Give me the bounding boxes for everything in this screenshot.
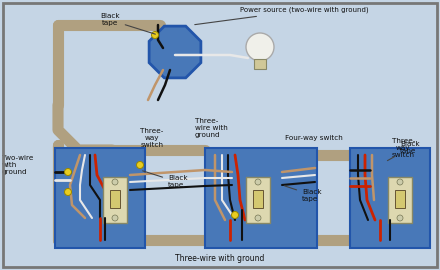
Bar bbox=[388, 177, 412, 223]
Bar bbox=[350, 148, 430, 248]
Circle shape bbox=[255, 215, 261, 221]
Circle shape bbox=[151, 32, 158, 39]
Circle shape bbox=[65, 188, 72, 195]
Bar bbox=[55, 148, 145, 248]
Text: Three-wire with ground: Three-wire with ground bbox=[175, 254, 265, 263]
Text: Black
tape: Black tape bbox=[143, 171, 187, 188]
Text: Black
tape: Black tape bbox=[100, 14, 155, 34]
Circle shape bbox=[112, 179, 118, 185]
Circle shape bbox=[255, 179, 261, 185]
Circle shape bbox=[231, 211, 238, 218]
Text: Power source (two-wire with ground): Power source (two-wire with ground) bbox=[195, 7, 369, 25]
Circle shape bbox=[397, 179, 403, 185]
Bar bbox=[253, 190, 263, 208]
Polygon shape bbox=[149, 26, 201, 78]
Text: Four-way switch: Four-way switch bbox=[285, 135, 343, 141]
Bar bbox=[103, 177, 127, 223]
Circle shape bbox=[65, 168, 72, 176]
Circle shape bbox=[136, 161, 143, 168]
Circle shape bbox=[112, 215, 118, 221]
Text: Black
tape: Black tape bbox=[387, 141, 420, 161]
Circle shape bbox=[397, 215, 403, 221]
Text: Black
tape: Black tape bbox=[285, 186, 322, 201]
Text: Three-
way
switch: Three- way switch bbox=[392, 138, 415, 158]
Bar bbox=[205, 148, 317, 248]
Text: Three-
wire with
ground: Three- wire with ground bbox=[195, 118, 228, 138]
Bar bbox=[246, 177, 270, 223]
Bar bbox=[110, 190, 120, 208]
Text: Three-
way
switch: Three- way switch bbox=[140, 128, 163, 148]
Bar bbox=[395, 190, 405, 208]
Text: Two-wire
with
ground: Two-wire with ground bbox=[2, 155, 33, 175]
Circle shape bbox=[246, 33, 274, 61]
Bar bbox=[254, 59, 266, 69]
